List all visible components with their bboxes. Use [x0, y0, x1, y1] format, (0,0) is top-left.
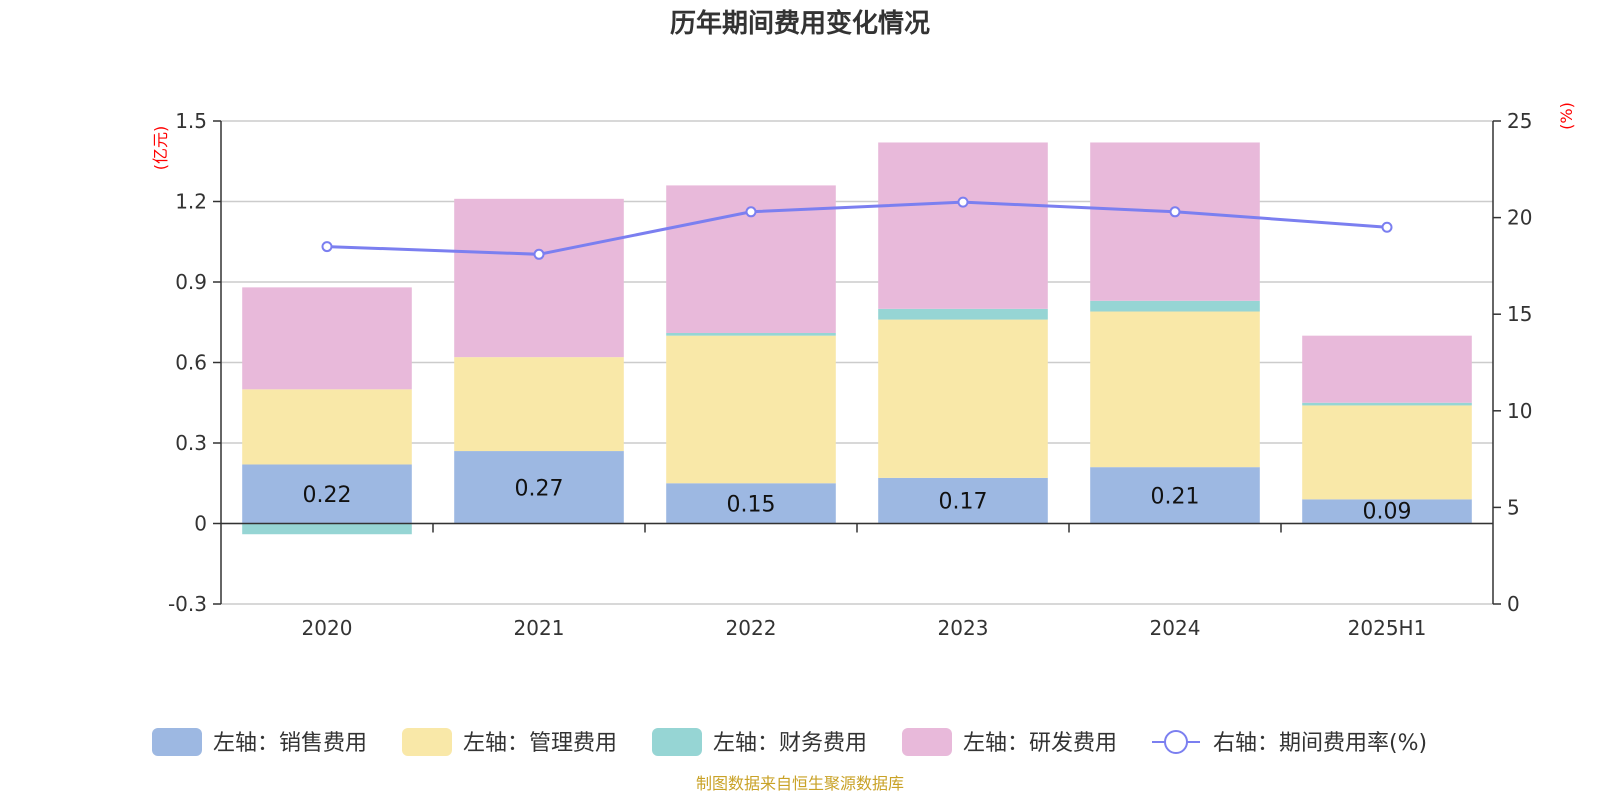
- bar-segment-4: [1302, 335, 1472, 403]
- left-axis-tick-label: 1.2: [175, 190, 207, 214]
- bar-segment-2: [1302, 405, 1472, 500]
- bar-segment-1: [878, 477, 1048, 524]
- rate-point: [957, 196, 969, 208]
- bar-value-label: 0.22: [303, 483, 352, 508]
- x-axis-tick-label: 2025H1: [1348, 616, 1427, 640]
- right-axis-tick-label: 10: [1507, 399, 1532, 423]
- bar-segment-2: [454, 357, 624, 452]
- left-axis-tick-label: 0.9: [175, 270, 207, 294]
- left-axis-tick-label: 0.6: [175, 351, 207, 375]
- legend-swatch-1: [152, 728, 202, 756]
- legend-label: 左轴：销售费用: [213, 731, 367, 756]
- legend-swatch-3: [652, 728, 702, 756]
- bar-segment-4: [454, 198, 624, 358]
- legend-label: 左轴：管理费用: [463, 731, 617, 756]
- bar-segment-3: [242, 523, 412, 535]
- bar-value-labels: 0.22 0.27 0.15 0.17 0.21 0.09: [303, 476, 1412, 524]
- chart-title: 历年期间费用变化情况: [670, 8, 930, 39]
- rate-point: [533, 248, 545, 260]
- bar-segment-2: [878, 319, 1048, 478]
- right-axis-tick-label: 20: [1507, 206, 1532, 230]
- source-note: 制图数据来自恒生聚源数据库: [696, 774, 904, 793]
- x-axis-tick-label: 2021: [514, 616, 565, 640]
- bar-value-label: 0.15: [727, 492, 776, 517]
- bar-group: [242, 142, 1472, 535]
- left-axis-tick-label: 1.5: [175, 109, 207, 133]
- bar-segment-2: [242, 389, 412, 465]
- left-axis-unit: (亿元): [151, 126, 170, 171]
- x-axis-tick-label: 2022: [726, 616, 777, 640]
- bar-value-label: 0.27: [515, 476, 564, 501]
- x-axis-tick-label: 2024: [1150, 616, 1201, 640]
- bar-segment-3: [666, 332, 836, 336]
- legend-swatch-4: [902, 728, 952, 756]
- x-axis-tick-label: 2020: [302, 616, 353, 640]
- bar-segment-1: [1302, 499, 1472, 524]
- legend-label: 右轴：期间费用率(%): [1213, 731, 1427, 756]
- left-axis-tick-label: -0.3: [168, 592, 207, 616]
- bar-segment-2: [1090, 311, 1260, 468]
- legend-swatch-rate-marker: [1164, 730, 1188, 754]
- bar-segment-3: [1302, 402, 1472, 406]
- rate-point: [1169, 206, 1181, 218]
- bar-segment-4: [1090, 142, 1260, 301]
- right-axis-tick-label: 0: [1507, 592, 1520, 616]
- bar-segment-1: [242, 464, 412, 524]
- legend-swatch-2: [402, 728, 452, 756]
- left-axis-tick-label: 0.3: [175, 431, 207, 455]
- bar-segment-1: [666, 483, 836, 524]
- rate-line: [326, 200, 1388, 256]
- rate-line-group: [321, 196, 1393, 260]
- right-axis-unit: (%): [1557, 102, 1576, 130]
- rate-point: [745, 206, 757, 218]
- right-axis-tick-label: 15: [1507, 302, 1532, 326]
- legend-label: 左轴：研发费用: [963, 731, 1117, 756]
- axes: -0.3 0 0.3 0.6 0.9 1.2 1.5 0 5 10 15 20 25 2020 2021 20…: [168, 109, 1532, 640]
- rate-point: [321, 241, 333, 253]
- legend-label: 左轴：财务费用: [713, 731, 867, 756]
- bar-segment-3: [1090, 300, 1260, 312]
- legend: 左轴：销售费用 左轴：管理费用 左轴：财务费用 左轴：研发费用 右轴：期间费用率(%): [152, 728, 1427, 756]
- bar-segment-4: [242, 287, 412, 390]
- bar-segment-3: [878, 308, 1048, 320]
- left-axis-tick-label: 0: [194, 512, 207, 536]
- bar-segment-4: [878, 142, 1048, 309]
- bar-value-label: 0.09: [1363, 500, 1412, 525]
- bar-segment-1: [454, 451, 624, 524]
- bar-segment-1: [1090, 467, 1260, 524]
- x-axis-tick-label: 2023: [938, 616, 989, 640]
- bar-value-label: 0.21: [1151, 484, 1200, 509]
- bar-value-label: 0.17: [939, 490, 988, 515]
- right-axis-tick-label: 25: [1507, 109, 1532, 133]
- rate-point: [1381, 221, 1393, 233]
- right-axis-tick-label: 5: [1507, 495, 1520, 519]
- bar-segment-2: [666, 335, 836, 484]
